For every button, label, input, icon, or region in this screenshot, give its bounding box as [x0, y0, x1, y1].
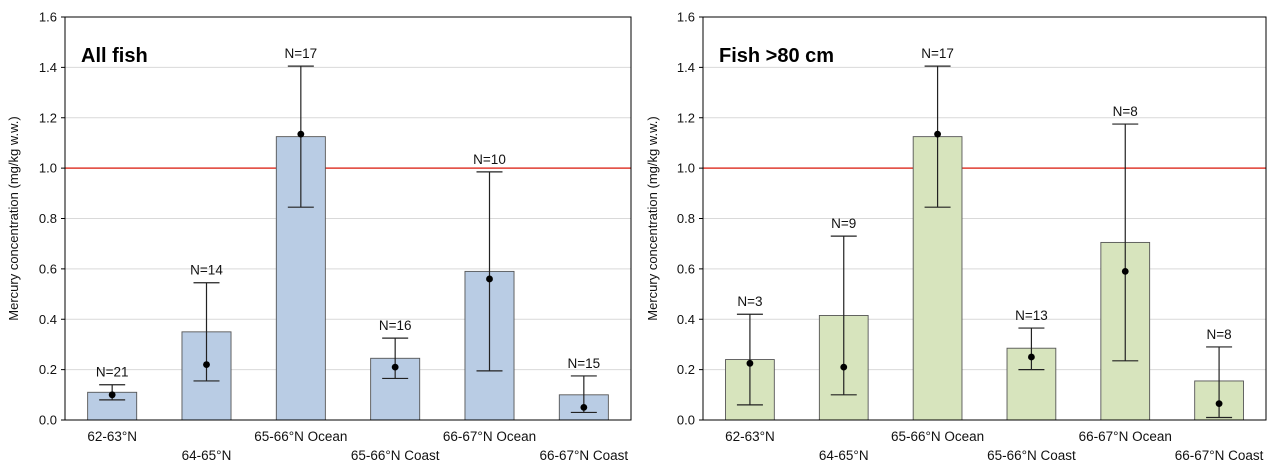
x-category-label: 66-67°N Coast — [1175, 448, 1264, 463]
sample-size-label: N=16 — [379, 318, 412, 333]
sample-size-label: N=10 — [473, 152, 506, 167]
sample-size-label: N=9 — [831, 216, 856, 231]
y-tick-label: 0.2 — [39, 362, 57, 377]
data-point — [486, 275, 493, 283]
sample-size-label: N=13 — [1015, 308, 1048, 323]
x-category-label: 66-67°N Ocean — [1079, 429, 1172, 444]
y-tick-label: 0.0 — [39, 413, 57, 428]
x-category-label: 65-66°N Ocean — [254, 429, 347, 444]
y-tick-label: 1.0 — [39, 161, 57, 176]
y-tick-label: 0.0 — [677, 413, 695, 428]
plot-frame — [702, 16, 1267, 421]
x-category-label: 62-63°N — [725, 429, 775, 444]
x-category-label: 65-66°N Coast — [987, 448, 1076, 463]
panel-title: All fish — [81, 45, 148, 67]
data-point — [840, 363, 848, 371]
data-point — [746, 359, 754, 367]
x-category-label: 66-67°N Coast — [539, 448, 628, 463]
y-tick-label: 1.4 — [39, 60, 57, 75]
chart-panel-2: 0.0 0.2 0.4 0.6 0.8 1.0 1.2 1.4 1.6 N=3 62-63°N N=9… — [645, 10, 1267, 463]
data-point — [1028, 353, 1035, 361]
data-point — [297, 130, 305, 138]
sample-size-label: N=14 — [190, 263, 223, 278]
y-tick-label: 1.6 — [677, 10, 695, 25]
y-tick-label: 1.2 — [39, 110, 57, 125]
data-point — [391, 363, 399, 371]
plot-frame — [64, 16, 632, 421]
sample-size-label: N=3 — [737, 294, 762, 309]
x-category-label: 64-65°N — [819, 448, 869, 463]
data-point — [1121, 267, 1129, 275]
data-point — [203, 361, 210, 368]
x-category-label: 66-67°N Ocean — [443, 429, 536, 444]
y-tick-label: 1.4 — [677, 60, 695, 75]
sample-size-label: N=8 — [1113, 104, 1138, 119]
y-tick-label: 1.0 — [677, 161, 695, 176]
sample-size-label: N=8 — [1207, 327, 1232, 342]
sample-size-label: N=17 — [285, 46, 318, 61]
data-point — [1215, 400, 1223, 408]
y-axis-label: Mercury concentration (mg/kg w.w.) — [645, 116, 660, 320]
x-category-label: 64-65°N — [182, 448, 232, 463]
y-tick-label: 1.2 — [677, 110, 695, 125]
data-point — [934, 130, 941, 138]
x-category-label: 62-63°N — [87, 429, 137, 444]
chart-panel-1: 0.0 0.2 0.4 0.6 0.8 1.0 1.2 1.4 1.6 N=21 62-63°N N=… — [6, 10, 632, 463]
y-tick-label: 0.8 — [677, 211, 695, 226]
data-point — [108, 391, 116, 399]
y-tick-label: 0.4 — [677, 312, 695, 327]
sample-size-label: N=15 — [568, 356, 601, 371]
y-tick-label: 0.8 — [39, 211, 57, 226]
data-point — [580, 404, 588, 411]
y-axis-label: Mercury concentration (mg/kg w.w.) — [6, 116, 21, 320]
sample-size-label: N=17 — [921, 46, 954, 61]
y-tick-label: 0.2 — [677, 362, 695, 377]
x-category-label: 65-66°N Coast — [351, 448, 440, 463]
panel-title: Fish >80 cm — [719, 45, 834, 67]
y-tick-label: 0.6 — [39, 261, 57, 276]
y-tick-label: 1.6 — [39, 10, 57, 25]
y-tick-label: 0.4 — [39, 312, 57, 327]
sample-size-label: N=21 — [96, 365, 129, 380]
x-category-label: 65-66°N Ocean — [891, 429, 984, 444]
y-tick-label: 0.6 — [677, 261, 695, 276]
